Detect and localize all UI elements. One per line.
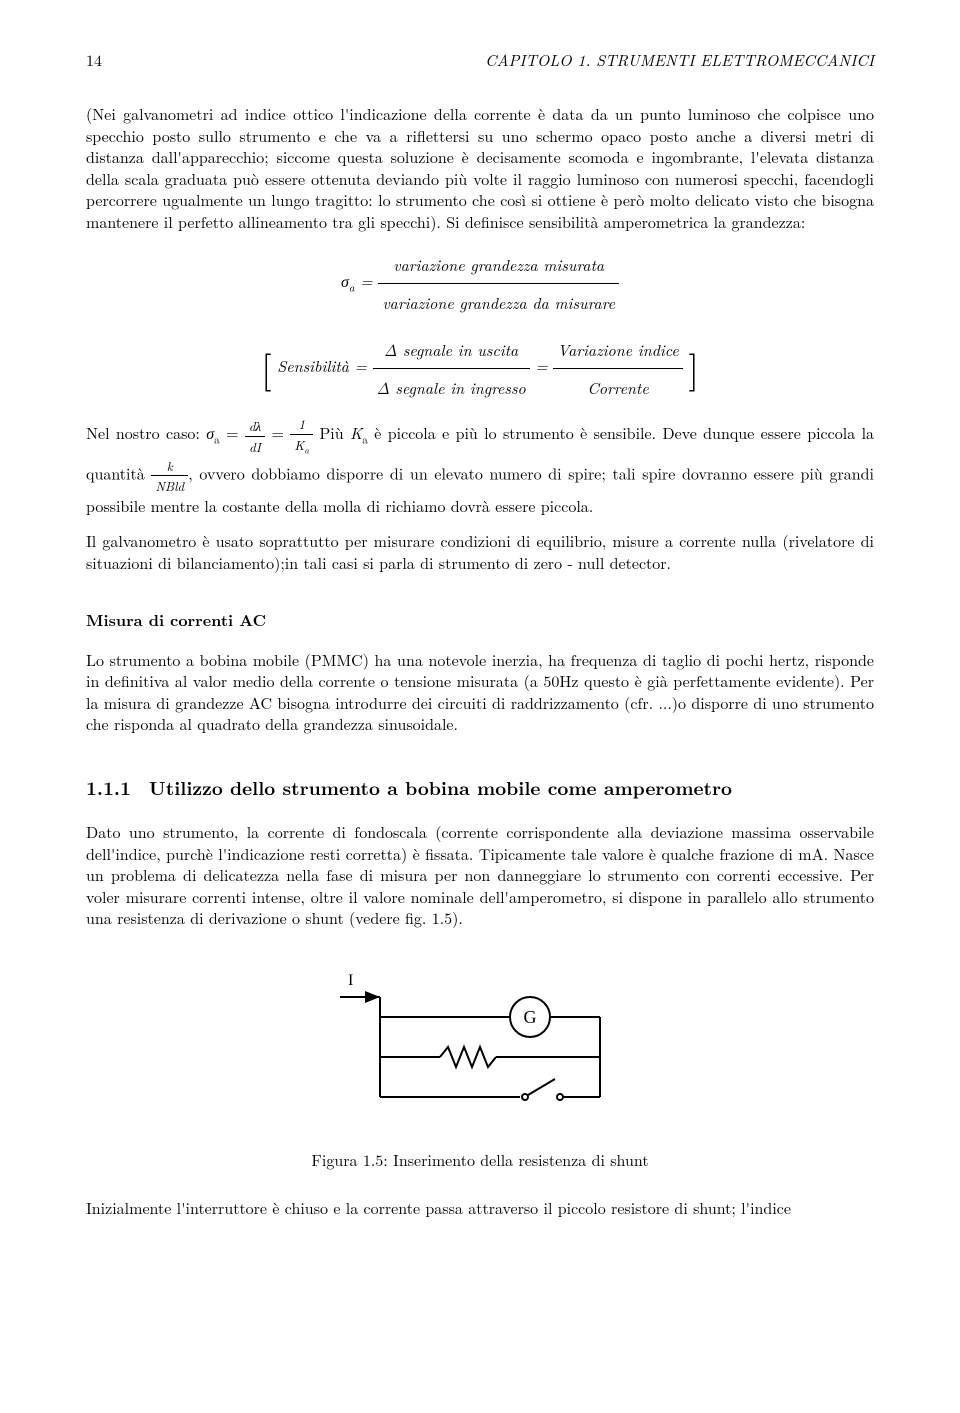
eq-sign-1: = xyxy=(355,269,379,292)
frac-dlambda: dλ dI xyxy=(245,417,265,455)
frac-dlambda-den: dI xyxy=(245,437,265,456)
text-b: Più xyxy=(319,421,350,444)
formula-sigma: σa = variazione grandezza misurata varia… xyxy=(86,247,874,320)
page: 14 CAPITOLO 1. STRUMENTI ELETTROMECCANIC… xyxy=(0,0,960,1413)
text-d: , ovvero dobbiamo disporre di un elevato… xyxy=(86,461,874,517)
chapter-label: CAPITOLO 1. xyxy=(485,48,590,71)
frac-1Ka-num: 1 xyxy=(290,415,313,435)
figure-caption: Figura 1.5: Inserimento della resistenza… xyxy=(86,1148,874,1171)
Ka-inline: K xyxy=(350,421,362,444)
eq-inline-2: = xyxy=(272,421,291,444)
frac-kNBld: k NBld xyxy=(151,457,188,495)
paragraph-galvanometro: Il galvanometro è usato soprattutto per … xyxy=(86,530,874,573)
frac-1Ka-den: Ka xyxy=(290,435,313,457)
frac-kNBld-num: k xyxy=(151,457,188,477)
paragraph-inizialmente: Inizialmente l'interruttore è chiuso e l… xyxy=(86,1197,874,1219)
paragraph-intro: (Nei galvanometri ad indice ottico l'ind… xyxy=(86,103,874,233)
fraction-3: Variazione indice Corrente xyxy=(553,332,682,405)
subsection-title: Utilizzo dello strumento a bobina mobile… xyxy=(149,773,732,801)
svg-text:I: I xyxy=(348,972,353,989)
fraction-2: Δ segnale in uscita Δ segnale in ingress… xyxy=(373,332,530,405)
chapter-header: CAPITOLO 1. STRUMENTI ELETTROMECCANICI xyxy=(485,48,874,71)
eq-inline-1: = xyxy=(220,421,245,444)
fraction-3-den: Corrente xyxy=(553,369,682,405)
sigma-inline: σ xyxy=(206,421,214,444)
paragraph-fondoscala: Dato uno strumento, la corrente di fondo… xyxy=(86,821,874,929)
sigma-symbol: σ xyxy=(341,269,349,292)
frac-dlambda-num: dλ xyxy=(245,417,265,437)
paragraph-nostro-caso: Nel nostro caso: σ a = dλ dI = 1 Ka Più K… xyxy=(86,415,874,516)
page-header: 14 CAPITOLO 1. STRUMENTI ELETTROMECCANIC… xyxy=(86,48,874,71)
heading-ac: Misura di correnti AC xyxy=(86,608,874,631)
Ka-inline-sub: a xyxy=(362,432,368,448)
fraction-1-den: variazione grandezza da misurare xyxy=(378,284,619,320)
sens-label: Sensibilità = xyxy=(277,354,372,377)
paragraph-pmmc: Lo strumento a bobina mobile (PMMC) ha u… xyxy=(86,649,874,735)
frac-1Ka: 1 Ka xyxy=(290,415,313,456)
fraction-1-num: variazione grandezza misurata xyxy=(378,247,619,284)
frac-1Ka-den-K: K xyxy=(294,435,304,454)
frac-1Ka-den-sub: a xyxy=(304,443,309,456)
shunt-circuit-svg: IG xyxy=(330,957,630,1127)
fraction-1: variazione grandezza misurata variazione… xyxy=(378,247,619,320)
page-number: 14 xyxy=(86,48,102,71)
subsection-heading: 1.1.1 Utilizzo dello strumento a bobina m… xyxy=(86,773,874,801)
figure-shunt: IG xyxy=(86,957,874,1132)
subsection-number: 1.1.1 xyxy=(86,773,131,801)
eq-sign-2: = xyxy=(535,354,553,377)
text-a: Nel nostro caso: xyxy=(86,421,206,444)
frac-kNBld-den: NBld xyxy=(151,476,188,495)
fraction-2-den: Δ segnale in ingresso xyxy=(373,369,530,405)
chapter-title-text: STRUMENTI ELETTROMECCANICI xyxy=(596,48,874,71)
fraction-3-num: Variazione indice xyxy=(553,332,682,369)
formula-sensibilita: [ Sensibilità = Δ segnale in uscita Δ se… xyxy=(86,332,874,405)
svg-text:G: G xyxy=(524,1007,537,1027)
fraction-2-num: Δ segnale in uscita xyxy=(373,332,530,369)
